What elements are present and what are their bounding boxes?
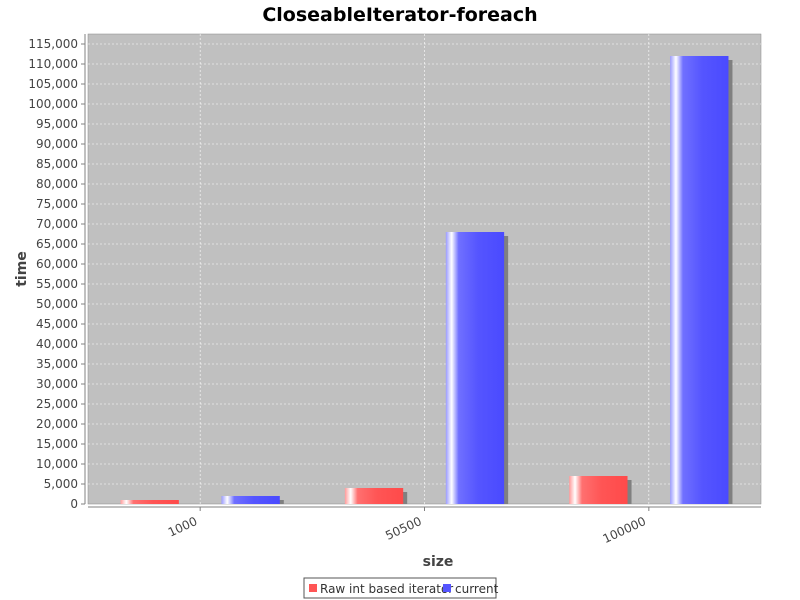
chart-title: CloseableIterator-foreach <box>262 4 537 26</box>
legend-swatch-raw <box>309 584 317 592</box>
x-axis-label: size <box>423 554 454 570</box>
x-axis: 1000 50500 100000 <box>166 507 650 546</box>
legend-box <box>303 577 497 599</box>
y-tick-label: 20,000 <box>36 417 78 431</box>
y-tick-label: 80,000 <box>36 177 78 191</box>
y-tick-label: 105,000 <box>28 77 78 91</box>
bar <box>344 488 404 504</box>
y-axis: 0 5,000 10,000 15,000 20,000 25,000 30,000 35,0… <box>28 37 85 511</box>
x-tick-label: 50500 <box>383 514 424 543</box>
x-tick-label: 1000 <box>166 514 200 540</box>
bar <box>445 232 505 504</box>
legend-label-raw: Raw int based iterator <box>320 582 453 596</box>
y-tick-label: 55,000 <box>36 277 78 291</box>
x-tick-label: 100000 <box>601 514 648 546</box>
y-tick-label: 40,000 <box>36 337 78 351</box>
y-tick-label: 85,000 <box>36 157 78 171</box>
y-tick-label: 75,000 <box>36 197 78 211</box>
bar <box>221 496 280 504</box>
y-tick-label: 110,000 <box>28 57 78 71</box>
y-tick-label: 35,000 <box>36 357 78 371</box>
y-tick-label: 70,000 <box>36 217 78 231</box>
y-tick-label: 0 <box>70 497 78 511</box>
y-tick-label: 115,000 <box>28 37 78 51</box>
grid-lines <box>88 34 761 504</box>
bar <box>670 56 729 504</box>
y-axis-label: time <box>14 251 30 287</box>
y-tick-label: 10,000 <box>36 457 78 471</box>
y-tick-label: 60,000 <box>36 257 78 271</box>
bar <box>120 500 179 504</box>
y-tick-label: 90,000 <box>36 137 78 151</box>
y-tick-label: 50,000 <box>36 297 78 311</box>
y-tick-label: 100,000 <box>28 97 78 111</box>
bar <box>569 476 628 504</box>
y-tick-label: 65,000 <box>36 237 78 251</box>
legend-swatch-current <box>443 584 451 592</box>
legend-label-current: current <box>455 582 499 596</box>
y-tick-label: 45,000 <box>36 317 78 331</box>
plot-background <box>87 33 762 505</box>
y-tick-label: 30,000 <box>36 377 78 391</box>
bars <box>120 56 733 504</box>
y-tick-label: 25,000 <box>36 397 78 411</box>
y-tick-label: 5,000 <box>44 477 78 491</box>
legend: Raw int based iterator current <box>303 577 499 599</box>
y-tick-label: 15,000 <box>36 437 78 451</box>
y-tick-label: 95,000 <box>36 117 78 131</box>
